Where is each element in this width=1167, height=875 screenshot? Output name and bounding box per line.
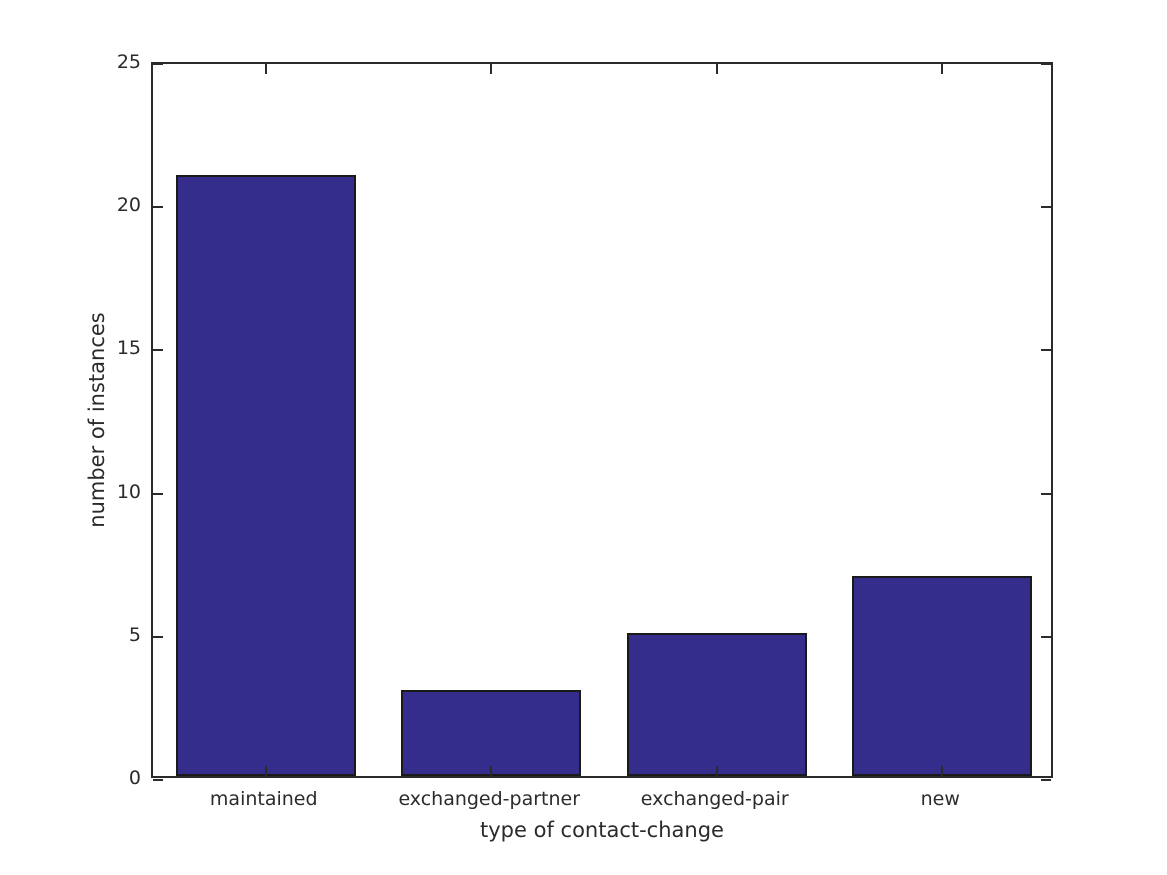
bar-exchanged-partner: [401, 690, 582, 776]
y-tick-right: [1041, 63, 1051, 65]
y-tick-label: 0: [128, 767, 141, 789]
y-tick-label: 25: [116, 51, 141, 73]
x-tick-bottom: [264, 766, 267, 776]
x-tick-top: [490, 64, 493, 74]
x-tick-label-exchanged-pair: exchanged-pair: [640, 788, 789, 810]
y-tick-label: 5: [128, 623, 141, 646]
y-tick-label: 15: [116, 337, 141, 360]
y-tick-left: [153, 349, 163, 352]
x-tick-bottom: [941, 766, 944, 776]
x-tick-top: [941, 64, 944, 74]
x-tick-label-maintained: maintained: [209, 788, 318, 810]
y-tick-left: [153, 206, 163, 209]
x-tick-bottom: [715, 766, 718, 776]
y-tick-left: [153, 492, 163, 495]
y-tick-left: [153, 635, 163, 638]
x-tick-bottom: [490, 766, 493, 776]
x-tick-label-exchanged-partner: exchanged-partner: [398, 788, 581, 810]
y-tick-right: [1041, 349, 1051, 352]
bar-maintained: [175, 174, 356, 776]
y-tick-right: [1041, 492, 1051, 495]
x-axis-label: type of contact-change: [480, 818, 724, 842]
x-tick-label-new: new: [920, 788, 960, 810]
y-tick-left: [153, 779, 163, 781]
y-tick-left: [153, 63, 163, 65]
y-tick-right: [1041, 206, 1051, 209]
plot-area: [151, 62, 1053, 781]
bar-new: [852, 575, 1033, 776]
y-tick-right: [1041, 635, 1051, 638]
x-tick-top: [264, 64, 267, 74]
y-axis-label: number of instances: [85, 312, 109, 528]
y-tick-right: [1041, 779, 1051, 781]
y-tick-label: 10: [116, 480, 141, 503]
x-tick-top: [715, 64, 718, 74]
bar-exchanged-pair: [626, 632, 807, 776]
y-tick-label: 20: [116, 194, 141, 217]
